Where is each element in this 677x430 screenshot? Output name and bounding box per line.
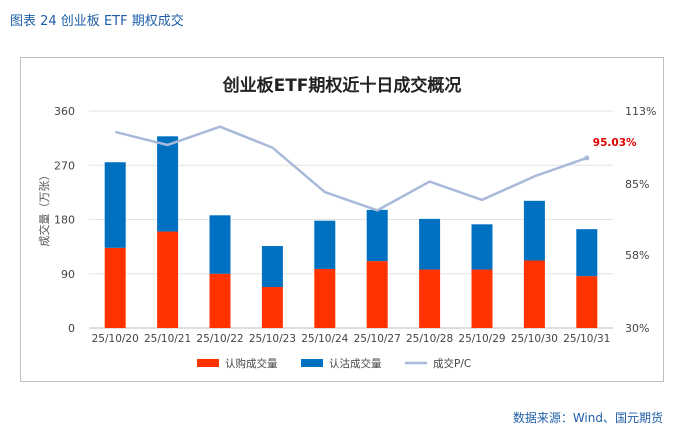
- x-tick-label: 25/10/31: [563, 333, 610, 345]
- bar-call-volume: [261, 287, 283, 328]
- bar-call-volume: [209, 273, 231, 328]
- bar-call-volume: [104, 247, 126, 328]
- bar-put-volume: [419, 218, 441, 270]
- bar-put-volume: [314, 220, 336, 269]
- bar-put-volume: [104, 162, 126, 248]
- bar-call-volume: [419, 269, 441, 328]
- pc-ratio-last-point: [584, 155, 590, 161]
- x-tick-label: 25/10/29: [458, 333, 505, 345]
- y2-tick-label: 85%: [625, 178, 649, 191]
- legend-swatch: [301, 359, 323, 367]
- legend-label: 认沽成交量: [329, 357, 382, 370]
- chart-title: 创业板ETF期权近十日成交概况: [222, 75, 462, 96]
- legend-swatch: [197, 359, 219, 367]
- y-tick-label: 360: [54, 105, 75, 118]
- y2-tick-label: 58%: [625, 249, 649, 262]
- bar-put-volume: [523, 200, 545, 261]
- pc-ratio-annotation: 95.03%: [593, 137, 637, 149]
- y-axis-label: 成交量（万张）: [37, 170, 51, 247]
- pc-volume-chart: 创业板ETF期权近十日成交概况 0 90 180 270 360 113% 85% 58% 3…: [37, 75, 656, 370]
- bar-call-volume: [314, 268, 336, 328]
- bar-call-volume: [157, 231, 179, 328]
- bar-call-volume: [576, 276, 598, 328]
- y-tick-label: 90: [61, 268, 75, 281]
- y-tick-label: 180: [54, 214, 75, 227]
- bar-put-volume: [471, 224, 493, 270]
- bar-call-volume: [523, 260, 545, 328]
- bar-put-volume: [209, 215, 231, 274]
- x-tick-label: 25/10/28: [406, 333, 453, 345]
- chart-frame: 创业板ETF期权近十日成交概况 0 90 180 270 360 113% 85% 58% 3…: [20, 57, 664, 382]
- y2-tick-label: 113%: [625, 105, 656, 118]
- x-tick-label: 25/10/21: [144, 333, 191, 345]
- legend-label: 成交P/C: [433, 357, 471, 370]
- bar-put-volume: [261, 246, 283, 288]
- figure-caption: 图表 24 创业板 ETF 期权成交: [10, 14, 184, 29]
- x-tick-label: 25/10/24: [301, 333, 348, 345]
- x-tick-label: 25/10/30: [511, 333, 558, 345]
- y2-tick-label: 30%: [625, 322, 649, 335]
- bar-put-volume: [366, 209, 388, 262]
- pc-ratio-line: [114, 125, 588, 212]
- x-tick-label: 25/10/27: [354, 333, 401, 345]
- y-tick-label: 0: [68, 322, 75, 335]
- x-tick-label: 25/10/23: [249, 333, 296, 345]
- bar-call-volume: [471, 269, 493, 328]
- bar-call-volume: [366, 261, 388, 328]
- x-tick-label: 25/10/20: [92, 333, 139, 345]
- legend-label: 认购成交量: [225, 357, 278, 370]
- source-note: 数据来源：Wind、国元期货: [512, 411, 663, 425]
- x-tick-label: 25/10/22: [196, 333, 243, 345]
- bar-put-volume: [157, 136, 179, 232]
- y-tick-label: 270: [54, 159, 75, 172]
- bar-put-volume: [576, 229, 598, 277]
